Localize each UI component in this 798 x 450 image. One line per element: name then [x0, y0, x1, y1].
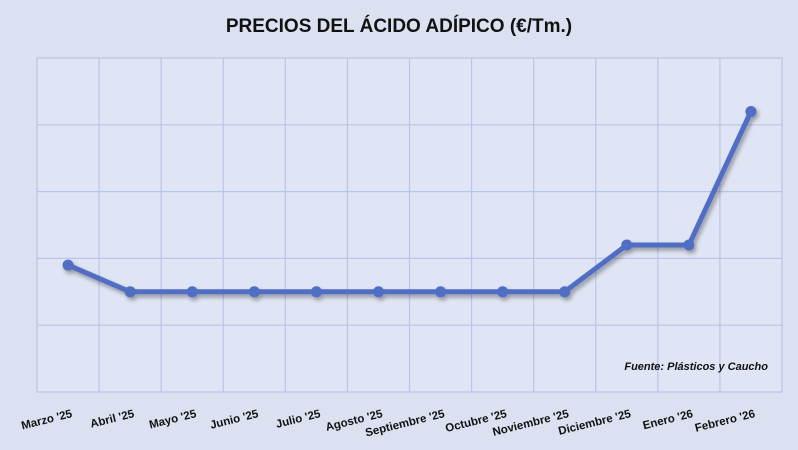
line: [67, 110, 754, 295]
marker: [310, 286, 322, 298]
marker: [62, 259, 74, 271]
marker: [186, 286, 198, 298]
marker: [559, 286, 571, 298]
marker: [124, 286, 136, 298]
marker: [497, 286, 509, 298]
chart-title: PRECIOS DEL ÁCIDO ADÍPICO (€/Tm.): [226, 15, 572, 37]
marker: [435, 286, 447, 298]
marker: [248, 286, 260, 298]
marker: [745, 105, 757, 117]
source-note: Fuente: Plásticos y Caucho: [624, 361, 768, 373]
marker: [372, 286, 384, 298]
marker: [683, 239, 695, 251]
marker: [621, 239, 633, 251]
series: [62, 105, 757, 298]
